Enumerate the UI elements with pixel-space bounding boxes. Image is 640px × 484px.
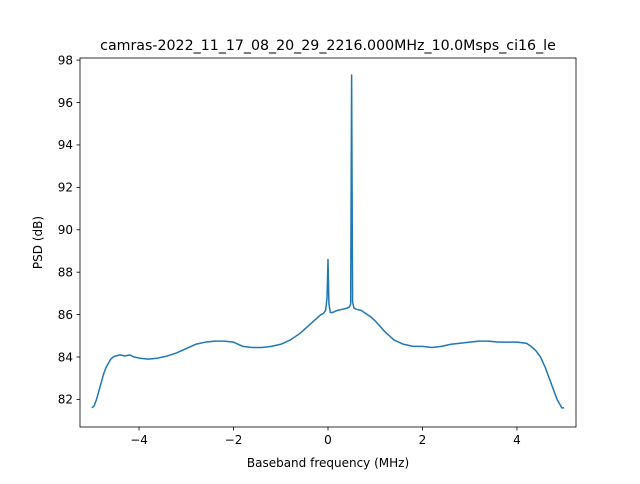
x-tick-label: 0 (324, 433, 332, 447)
y-tick-label: 96 (58, 96, 73, 110)
plot-area (91, 74, 565, 409)
y-tick-label: 88 (58, 265, 73, 279)
x-axis-label: Baseband frequency (MHz) (247, 456, 409, 470)
x-tick-label: −2 (225, 433, 243, 447)
y-axis-label: PSD (dB) (31, 216, 45, 269)
y-axis-ticks: 82 84 86 88 90 92 94 96 98 (58, 53, 80, 407)
x-tick-label: −4 (130, 433, 148, 447)
x-tick-label: 4 (513, 433, 521, 447)
axes-frame (79, 57, 577, 428)
y-tick-label: 86 (58, 308, 73, 322)
y-tick-label: 90 (58, 223, 73, 237)
psd-series-line (91, 74, 565, 409)
chart-title: camras-2022_11_17_08_20_29_2216.000MHz_1… (100, 38, 556, 54)
y-tick-label: 92 (58, 181, 73, 195)
y-tick-label: 98 (58, 53, 73, 67)
y-tick-label: 84 (58, 350, 73, 364)
x-tick-label: 2 (419, 433, 427, 447)
y-tick-label: 82 (58, 393, 73, 407)
x-axis-ticks: −4 −2 0 2 4 (130, 427, 521, 447)
y-tick-label: 94 (58, 138, 73, 152)
